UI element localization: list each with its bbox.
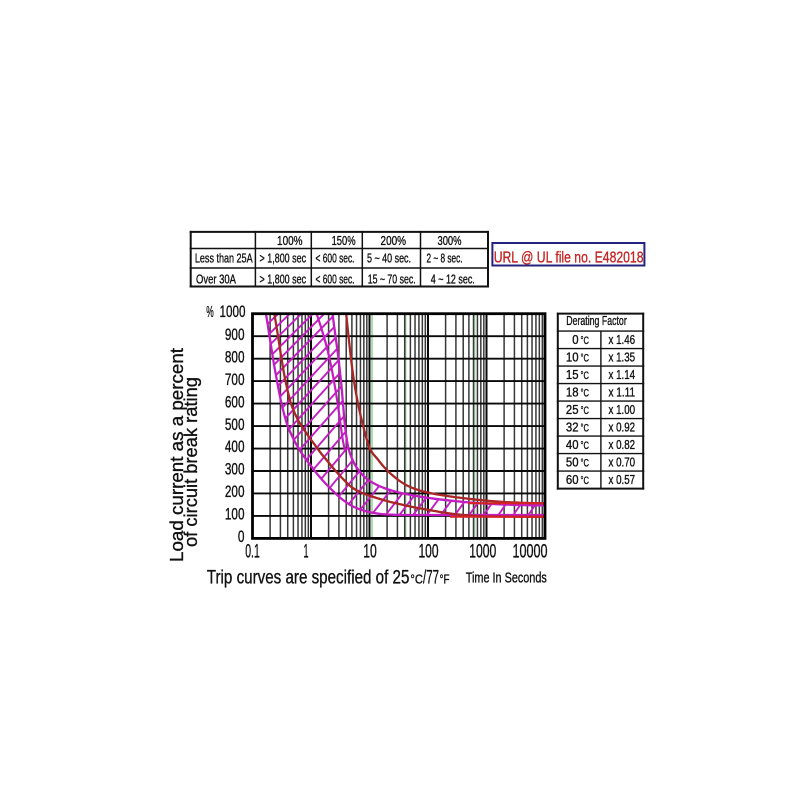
svg-text:x 1.14: x 1.14 xyxy=(609,368,636,382)
svg-text:10000: 10000 xyxy=(513,542,548,563)
svg-text:°C: °C xyxy=(581,370,590,382)
svg-text:°C: °C xyxy=(581,353,590,365)
svg-text:100: 100 xyxy=(419,542,439,563)
svg-text:0.1: 0.1 xyxy=(245,542,260,563)
svg-text:300: 300 xyxy=(225,461,245,479)
svg-text:800: 800 xyxy=(225,348,245,366)
svg-text:0: 0 xyxy=(572,333,578,347)
svg-text:100%: 100% xyxy=(277,234,303,248)
svg-text:Load current as a percent: Load current as a percent xyxy=(166,348,187,562)
svg-text:°C: °C xyxy=(581,423,590,435)
svg-text:10: 10 xyxy=(566,351,579,365)
svg-text:300%: 300% xyxy=(438,234,462,248)
svg-text:15: 15 xyxy=(566,368,579,382)
svg-text:1: 1 xyxy=(304,542,309,563)
svg-text:Less than 25A: Less than 25A xyxy=(195,251,253,265)
svg-text:/77: /77 xyxy=(423,567,439,589)
svg-text:100: 100 xyxy=(225,506,245,524)
svg-text:x 1.46: x 1.46 xyxy=(609,333,636,347)
svg-text:Over 30A: Over 30A xyxy=(196,272,236,286)
svg-text:°F: °F xyxy=(440,572,450,587)
svg-text:25: 25 xyxy=(566,403,579,417)
svg-text:°C: °C xyxy=(581,475,590,487)
svg-text:2 ~ 8 sec.: 2 ~ 8 sec. xyxy=(427,251,463,265)
svg-text:x 0.57: x 0.57 xyxy=(609,473,636,487)
svg-text:50: 50 xyxy=(566,456,579,470)
svg-text:°C: °C xyxy=(410,572,423,587)
svg-text:x 0.70: x 0.70 xyxy=(609,456,636,470)
svg-text:4 ~ 12 sec.: 4 ~ 12 sec. xyxy=(431,272,475,286)
svg-text:32: 32 xyxy=(566,421,579,435)
svg-text:1000: 1000 xyxy=(469,542,496,563)
svg-text:0: 0 xyxy=(238,528,245,546)
svg-text:x 1.35: x 1.35 xyxy=(609,351,636,365)
svg-text:°C: °C xyxy=(581,335,590,347)
svg-text:10: 10 xyxy=(363,542,377,563)
svg-text:200%: 200% xyxy=(381,234,407,248)
svg-text:60: 60 xyxy=(566,473,579,487)
svg-text:900: 900 xyxy=(225,326,245,344)
svg-text:°C: °C xyxy=(581,440,590,452)
svg-text:40: 40 xyxy=(566,438,579,452)
svg-text:of circuit break rating: of circuit break rating xyxy=(180,377,201,547)
svg-text:Trip curves are specified of 2: Trip curves are specified of 25 xyxy=(207,567,410,589)
svg-text:15 ~ 70 sec.: 15 ~ 70 sec. xyxy=(368,272,416,286)
svg-text:URL @ UL file no. E482018: URL @ UL file no. E482018 xyxy=(494,250,644,267)
svg-text:600: 600 xyxy=(225,393,245,411)
svg-text:x 0.92: x 0.92 xyxy=(609,421,636,435)
svg-text:5 ~ 40 sec.: 5 ~ 40 sec. xyxy=(367,251,411,265)
svg-text:200: 200 xyxy=(225,483,245,501)
svg-text:18: 18 xyxy=(566,386,579,400)
svg-text:Derating Factor: Derating Factor xyxy=(566,314,627,328)
svg-text:500: 500 xyxy=(225,416,245,434)
svg-text:< 600 sec.: < 600 sec. xyxy=(316,272,355,286)
svg-text:> 1,800 sec: > 1,800 sec xyxy=(260,272,307,286)
svg-text:%: % xyxy=(206,304,214,321)
svg-text:150%: 150% xyxy=(332,234,356,248)
svg-text:700: 700 xyxy=(225,371,245,389)
svg-text:x 1.00: x 1.00 xyxy=(609,403,636,417)
svg-text:Time In Seconds: Time In Seconds xyxy=(466,570,547,587)
svg-text:< 600 sec.: < 600 sec. xyxy=(316,251,355,265)
svg-text:x 1.11: x 1.11 xyxy=(609,386,636,400)
svg-text:x 0.82: x 0.82 xyxy=(609,438,636,452)
svg-text:°C: °C xyxy=(581,458,590,470)
svg-text:> 1,800 sec: > 1,800 sec xyxy=(260,251,307,265)
svg-text:400: 400 xyxy=(225,438,245,456)
svg-text:°C: °C xyxy=(581,405,590,417)
svg-text:1000: 1000 xyxy=(220,303,246,321)
svg-text:°C: °C xyxy=(581,388,590,400)
